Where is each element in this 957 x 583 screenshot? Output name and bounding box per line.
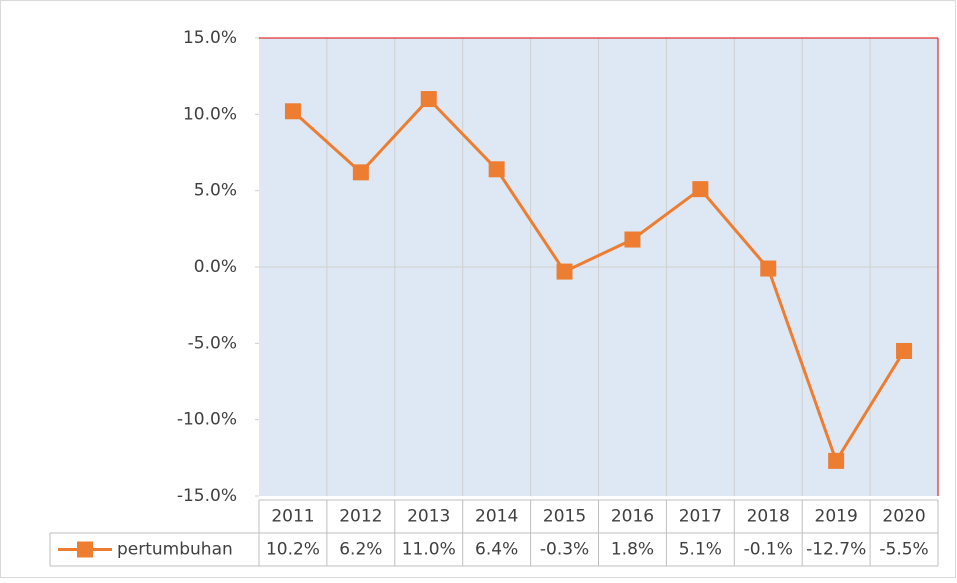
marker [488,161,505,178]
x-tick-label: 2011 [271,507,314,527]
x-tick-label: 2013 [407,507,450,527]
y-tick-label: -10.0% [177,410,237,430]
marker [284,103,301,120]
marker [556,263,573,280]
table-value: -12.7% [806,540,866,560]
marker [624,231,641,248]
y-tick-label: 5.0% [194,181,237,201]
legend-label: pertumbuhan [117,540,233,560]
marker [352,164,369,181]
x-tick-label: 2014 [475,507,518,527]
table-value: -5.5% [879,540,928,560]
legend-marker [77,541,93,558]
marker [420,91,437,108]
x-tick-label: 2015 [543,507,586,527]
x-tick-label: 2020 [882,507,925,527]
y-tick-label: 0.0% [194,257,237,277]
marker [896,342,913,359]
marker [828,452,845,469]
table-value: -0.1% [744,540,793,560]
y-tick-label: 10.0% [183,104,237,124]
table-value: 1.8% [611,540,654,560]
table-value: 11.0% [402,540,456,560]
x-tick-label: 2016 [611,507,654,527]
x-tick-label: 2019 [815,507,858,527]
marker [760,260,777,277]
table-value: 6.4% [475,540,518,560]
table-value: -0.3% [540,540,589,560]
marker [692,181,709,198]
y-tick-label: -15.0% [177,486,237,506]
series-line [291,96,906,465]
table-value: 6.2% [339,540,382,560]
x-tick-label: 2017 [679,507,722,527]
y-tick-label: 15.0% [183,28,237,48]
x-tick-label: 2012 [339,507,382,527]
table-value: 10.2% [266,540,320,560]
x-tick-label: 2018 [747,507,790,527]
y-tick-label: -5.0% [188,333,237,353]
table-value: 5.1% [679,540,722,560]
